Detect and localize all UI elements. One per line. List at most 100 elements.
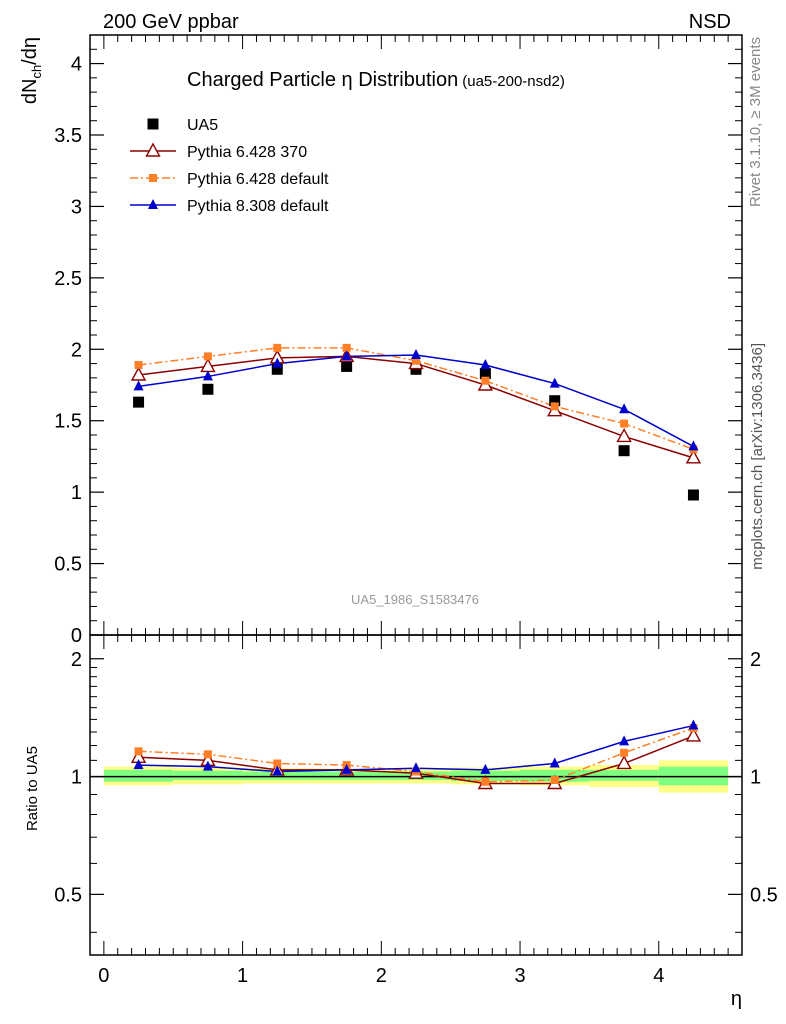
ratio-y-tick-label: 1 xyxy=(71,767,82,789)
ratio-point-series-0 xyxy=(685,727,702,742)
main-point-series-3 xyxy=(549,377,560,388)
main-y-tick-label: 0.5 xyxy=(54,554,82,576)
ratio-band-inner xyxy=(173,770,243,780)
ratio-point-series-2 xyxy=(272,765,283,776)
legend-label-2: Pythia 6.428 default xyxy=(187,171,329,188)
y-axis-label-dn: dN xyxy=(19,79,41,105)
y-axis-label-main: dNch/dη xyxy=(19,37,44,104)
ratio-band-inner xyxy=(589,769,659,781)
main-y-tick-label: 3 xyxy=(71,196,82,218)
ratio-point-series-1 xyxy=(203,750,212,759)
main-point-series-0 xyxy=(479,368,491,380)
main-point-series-1 xyxy=(685,449,702,464)
y-axis-label-subscript: ch xyxy=(29,65,44,79)
ratio-point-series-2 xyxy=(549,757,560,768)
main-point-series-0 xyxy=(618,445,630,457)
y-axis-label-rest: /dη xyxy=(19,37,41,65)
mcplots-source-label: mcplots.cern.ch [arXiv:1306.3436] xyxy=(749,343,766,570)
main-point-series-1 xyxy=(616,427,632,443)
ratio-y-tick-label: 2 xyxy=(71,649,82,671)
rivet-version-label: Rivet 3.1.10, ≥ 3M events xyxy=(747,37,764,207)
ratio-series-layer xyxy=(130,719,702,790)
x-tick-label: 3 xyxy=(514,965,525,987)
ratio-point-series-2 xyxy=(480,763,491,774)
main-point-series-2 xyxy=(412,356,420,365)
ratio-point-series-2 xyxy=(133,759,144,770)
header-process-label: NSD xyxy=(689,11,731,33)
main-point-series-0 xyxy=(341,360,353,372)
plot-title-main: Charged Particle η Distribution xyxy=(187,69,458,91)
watermark-label: UA5_1986_S1583476 xyxy=(351,592,479,607)
main-point-series-3 xyxy=(341,350,352,361)
x-axis-label: η xyxy=(731,988,742,1010)
ratio-point-series-0 xyxy=(616,755,632,770)
main-y-tick-label: 2 xyxy=(71,339,82,361)
legend-marker-3 xyxy=(148,199,158,209)
x-tick-label: 4 xyxy=(653,965,664,987)
main-point-series-3 xyxy=(272,357,283,368)
main-series-layer xyxy=(130,343,702,501)
main-point-series-0 xyxy=(687,489,699,501)
main-axis-ticks: 0 0.5 1 1.5 2 2.5 3 3.5 4 xyxy=(54,35,742,647)
legend-marker-2 xyxy=(149,174,157,182)
plot-title: Charged Particle η Distribution (ua5-200-… xyxy=(187,69,565,91)
ratio-plot-panel: 0.5 0.5 1 1 2 2 0 1 2 3 4 Ratio to UA5 η xyxy=(24,634,778,1010)
main-point-series-0 xyxy=(410,363,422,375)
main-point-series-2 xyxy=(620,419,629,428)
main-point-series-0 xyxy=(549,395,561,407)
ratio-point-series-1 xyxy=(273,759,282,768)
main-point-series-2 xyxy=(550,402,559,411)
main-point-series-3 xyxy=(133,380,144,391)
main-point-series-3 xyxy=(202,370,213,381)
ratio-band-inner xyxy=(242,771,312,780)
main-point-series-0 xyxy=(133,396,145,408)
ratio-y-tick-label-right: 2 xyxy=(750,649,761,671)
ratio-plot-frame xyxy=(89,634,743,956)
legend-label-0: UA5 xyxy=(187,117,218,134)
ratio-point-series-2 xyxy=(202,760,213,771)
main-point-series-2 xyxy=(273,343,282,352)
main-point-series-0 xyxy=(271,363,283,375)
ratio-point-series-1 xyxy=(134,747,143,756)
ratio-y-tick-label-right: 1 xyxy=(750,767,761,789)
ratio-point-series-1 xyxy=(550,775,559,784)
main-point-series-3 xyxy=(480,359,491,369)
x-tick-label: 0 xyxy=(98,965,109,987)
ratio-y-tick-label: 0.5 xyxy=(54,884,82,906)
legend-marker-1 xyxy=(145,142,161,157)
ratio-y-tick-label-right: 0.5 xyxy=(750,884,778,906)
main-point-series-3 xyxy=(688,440,699,451)
plot-title-subtitle: (ua5-200-nsd2) xyxy=(462,73,565,90)
ratio-band-inner xyxy=(311,771,382,780)
legend-marker-0 xyxy=(147,118,159,130)
main-plot-panel: UA5_1986_S1583476 Charged Particle η Dis… xyxy=(19,34,743,647)
main-point-series-1 xyxy=(130,366,147,381)
x-tick-label: 1 xyxy=(237,965,248,987)
main-y-tick-label: 0 xyxy=(71,625,82,647)
legend-label-3: Pythia 8.308 default xyxy=(187,198,329,215)
ratio-axis-ticks: 0.5 0.5 1 1 2 2 0 1 2 3 4 xyxy=(54,635,778,987)
main-point-series-3 xyxy=(411,349,421,359)
main-y-tick-label: 3.5 xyxy=(54,125,82,147)
x-tick-label: 2 xyxy=(376,965,387,987)
ratio-point-series-1 xyxy=(620,748,629,757)
main-point-series-2 xyxy=(203,352,212,361)
ratio-point-series-2 xyxy=(688,719,699,730)
ratio-point-series-1 xyxy=(481,777,490,786)
main-y-tick-label: 1 xyxy=(71,482,82,504)
legend-label-1: Pythia 6.428 370 xyxy=(187,144,307,161)
main-point-series-2 xyxy=(481,376,490,385)
main-point-series-3 xyxy=(619,403,630,414)
main-point-series-2 xyxy=(134,361,143,369)
main-point-series-2 xyxy=(342,343,351,352)
ratio-point-series-2 xyxy=(411,762,421,773)
main-y-tick-label: 4 xyxy=(71,54,82,76)
legend: UA5 Pythia 6.428 370 Pythia 6.428 default P… xyxy=(130,117,329,215)
ratio-point-series-2 xyxy=(619,735,630,746)
header-energy-label: 200 GeV ppbar xyxy=(103,11,239,33)
main-y-tick-label: 1.5 xyxy=(54,411,82,433)
main-y-tick-label: 2.5 xyxy=(54,268,82,290)
main-point-series-0 xyxy=(202,383,214,395)
ratio-point-series-2 xyxy=(341,763,352,774)
